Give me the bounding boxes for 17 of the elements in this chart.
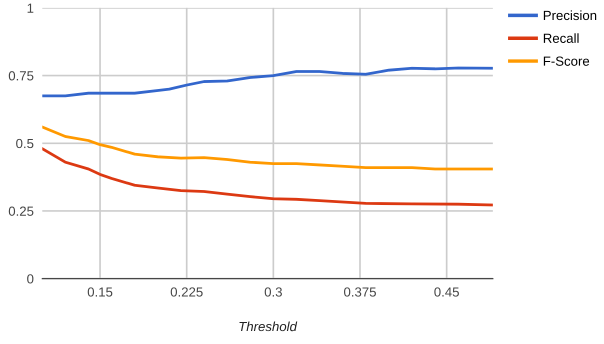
line-series [42, 66, 493, 98]
y-tick-label: 0.5 [16, 138, 34, 148]
x-tick-label: 0.225 [170, 287, 203, 297]
x-tick-label: 0.45 [434, 287, 459, 297]
line-series [42, 126, 493, 170]
y-tick-label: 0 [27, 274, 34, 284]
y-tick-label: 0.25 [8, 206, 34, 216]
legend-label: Recall [544, 33, 579, 43]
line-series [42, 147, 493, 206]
x-axis-title: Threshold [239, 321, 298, 332]
legend-label: Precision [544, 10, 596, 20]
x-tick-label: 0.15 [88, 287, 112, 297]
legend-label: F-Score [544, 56, 590, 66]
y-tick-label: 0.75 [8, 71, 34, 81]
y-tick-label: 1 [28, 4, 34, 13]
x-tick-label: 0.3 [264, 287, 282, 297]
x-tick-label: 0.375 [344, 287, 376, 297]
